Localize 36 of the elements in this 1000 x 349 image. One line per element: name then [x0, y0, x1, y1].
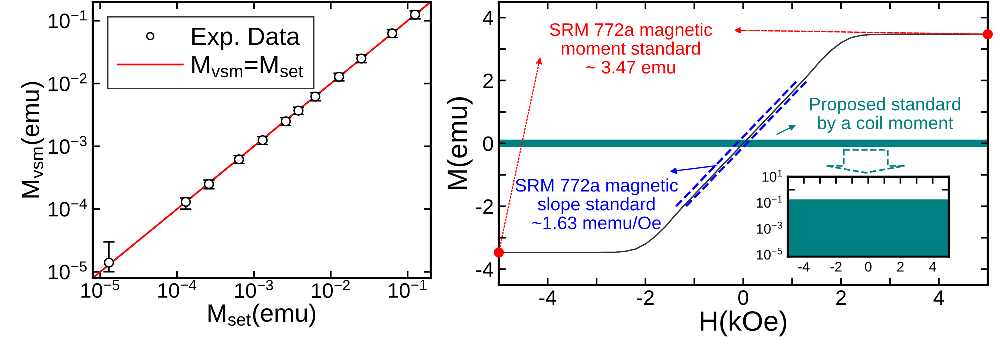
x-tick-label: -2 — [830, 262, 842, 272]
x-tick-label: 10$^{−2}$ — [312, 280, 350, 298]
x-tick-label: 10$^{−4}$ — [158, 280, 197, 298]
x-tick-label: 10$^{−5}$ — [82, 280, 120, 298]
x-tick-label: -4 — [798, 262, 810, 272]
y-tick-label: 10$^{−1}$ — [49, 10, 87, 29]
x-tick-label: 10$^{−3}$ — [235, 280, 274, 298]
x-tick-label: 4 — [929, 262, 936, 272]
annotation: Proposed standard by a coil moment — [810, 97, 960, 134]
x-tick-label: 2 — [836, 290, 846, 306]
y-tick-label: 2 — [484, 74, 494, 88]
x-tick-label: -4 — [540, 290, 557, 306]
x-tick-label: 0 — [865, 262, 872, 272]
y-axis-title: M(emu) — [446, 97, 473, 190]
legend-label: Exp. Data — [192, 28, 300, 50]
x-tick-label: 4 — [934, 290, 944, 306]
x-tick-label: 2 — [898, 262, 904, 272]
y-tick-label: 10$^{−3}$ — [49, 136, 87, 154]
y-tick-label: 4 — [483, 11, 494, 26]
y-tick-label: 10$^{−5}$ — [757, 248, 782, 260]
y-tick-label: 10$^{−3}$ — [757, 222, 782, 234]
y-axis-title: M$_{vsm}$(emu) — [21, 82, 45, 198]
x-tick-label: 10$^{−1}$ — [389, 280, 427, 298]
x-axis-title: H(kOe) — [701, 310, 787, 337]
y-tick-label: 10$^{−1}$ — [757, 196, 782, 208]
y-tick-label: 10$^{−2}$ — [49, 73, 87, 92]
legend-label: M$_{vsm}$=M$_{set}$ — [192, 56, 304, 78]
x-tick-label: -2 — [637, 290, 654, 306]
y-tick-label: 10$^{1}$ — [762, 170, 782, 182]
y-tick-label: -2 — [476, 200, 494, 214]
annotation: SRM 772a magnetic slope standard ~1.63 memu/Oe — [516, 178, 678, 230]
x-tick-label: 0 — [738, 290, 748, 306]
y-tick-label: 0 — [483, 136, 494, 152]
x-axis-title: M$_{set}$(emu) — [208, 304, 316, 328]
y-tick-label: 10$^{−4}$ — [49, 198, 88, 217]
annotation: SRM 772a magnetic moment standard ~ 3.47 emu — [550, 23, 712, 74]
